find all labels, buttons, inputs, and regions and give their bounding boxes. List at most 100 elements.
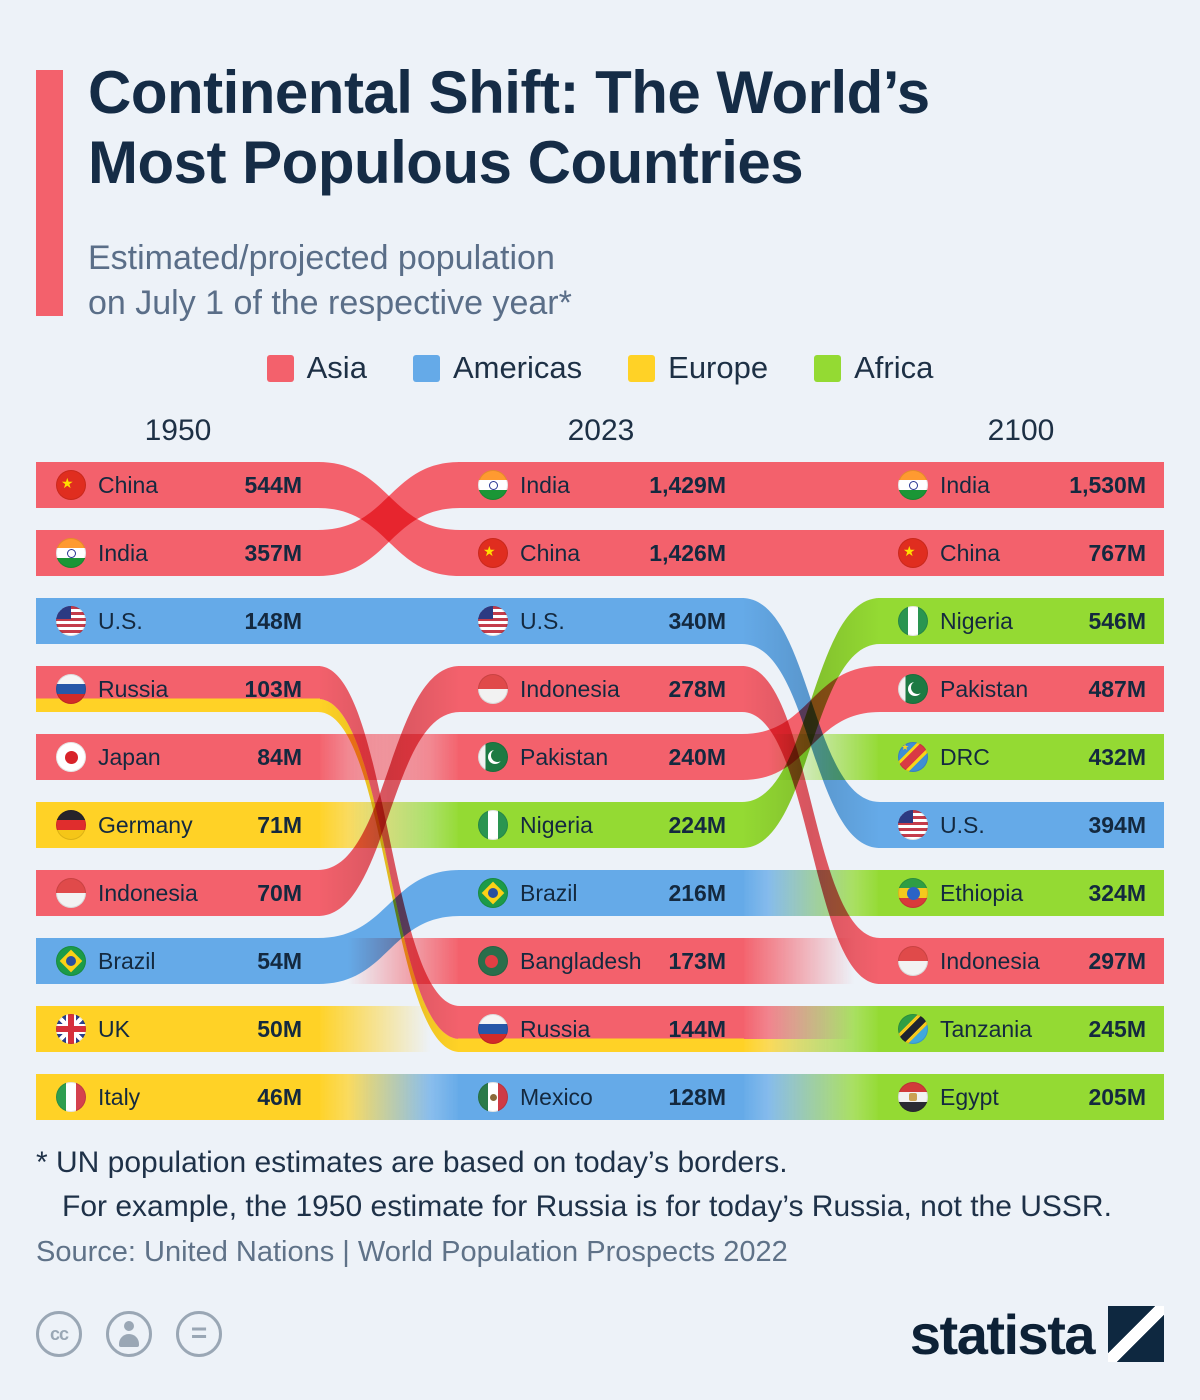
country-label: Pakistan [940, 675, 1029, 702]
country-label: Indonesia [520, 675, 620, 702]
country-node: U.S. 394M [878, 802, 1164, 848]
subtitle: Estimated/projected population on July 1 … [88, 236, 572, 326]
cc-letters: cc [49, 1323, 69, 1344]
flag-russia-icon [56, 674, 86, 704]
statista-logo-text[interactable]: statista [909, 1302, 1096, 1366]
title-accent-bar [36, 70, 63, 316]
column-year-2023: 2023 [567, 414, 635, 447]
population-value: 340M [668, 607, 726, 634]
country-label: Italy [98, 1083, 141, 1110]
country-label: UK [98, 1015, 130, 1042]
legend-item-europe: Europe [628, 350, 768, 386]
country-label: Pakistan [520, 743, 609, 770]
population-value: 1,429M [649, 471, 726, 498]
country-node: Italy 46M [36, 1074, 320, 1120]
country-node: Mexico 128M [458, 1074, 744, 1120]
country-node: Indonesia 297M [878, 938, 1164, 984]
flag-tanzania-icon [898, 1014, 928, 1044]
population-value: 767M [1088, 539, 1146, 566]
flag-japan-icon [56, 742, 86, 772]
country-node: India 357M [36, 530, 320, 576]
americas-color-swatch [412, 354, 440, 382]
country-node: China 544M [36, 462, 320, 508]
population-value: 1,530M [1069, 471, 1146, 498]
flag-us-icon [56, 606, 86, 636]
population-value: 1,426M [649, 539, 726, 566]
flag-indonesia-icon [478, 674, 508, 704]
population-value: 46M [257, 1083, 302, 1110]
country-node: U.S. 148M [36, 598, 320, 644]
flag-brazil-icon [478, 878, 508, 908]
country-node: Tanzania 245M [878, 1006, 1164, 1052]
flag-bangladesh-icon [478, 946, 508, 976]
population-value: 148M [244, 607, 302, 634]
legend-item-asia: Asia [266, 350, 367, 386]
column-year-2100: 2100 [987, 414, 1055, 447]
country-label: Tanzania [940, 1015, 1033, 1042]
country-node: Ethiopia 324M [878, 870, 1164, 916]
flag-italy-icon [56, 1082, 86, 1112]
country-label: U.S. [940, 811, 985, 838]
equals-glyph: = [190, 1316, 208, 1348]
population-value: 71M [257, 811, 302, 838]
population-value: 144M [668, 1015, 726, 1042]
country-node: Japan 84M [36, 734, 320, 780]
population-value: 224M [668, 811, 726, 838]
country-node: U.S. 340M [458, 598, 744, 644]
creative-commons-icon[interactable]: cc [36, 1311, 82, 1357]
column-year-1950: 1950 [144, 414, 212, 447]
title-line2: Most Populous Countries [88, 129, 804, 197]
country-label: India [520, 471, 570, 498]
footer-row: cc = statista [36, 1300, 1164, 1368]
no-derivatives-icon[interactable]: = [176, 1311, 222, 1357]
population-value: 216M [668, 879, 726, 906]
country-label: Mexico [520, 1083, 593, 1110]
country-label: Ethiopia [940, 879, 1024, 906]
source-line: Source: United Nations | World Populatio… [36, 1236, 788, 1268]
flag-brazil-icon [56, 946, 86, 976]
population-value: 205M [1088, 1083, 1146, 1110]
country-node: Nigeria 546M [878, 598, 1164, 644]
page-title: Continental Shift: The World’s Most Popul… [88, 58, 930, 198]
population-value: 324M [1088, 879, 1146, 906]
legend-label-africa: Africa [854, 350, 934, 385]
population-value: 50M [257, 1015, 302, 1042]
country-node: DRC 432M [878, 734, 1164, 780]
country-node: Pakistan 240M [458, 734, 744, 780]
country-node: India 1,530M [878, 462, 1164, 508]
license-icons: cc = [36, 1311, 222, 1357]
population-value: 245M [1088, 1015, 1146, 1042]
flag-india-icon [56, 538, 86, 568]
population-value: 546M [1088, 607, 1146, 634]
country-label: Nigeria [940, 607, 1013, 634]
country-node: Indonesia 70M [36, 870, 320, 916]
country-label: Japan [98, 743, 161, 770]
flag-nigeria-icon [898, 606, 928, 636]
population-value: 84M [257, 743, 302, 770]
attribution-person-icon[interactable] [106, 1311, 152, 1357]
country-label: Russia [98, 675, 169, 702]
legend-label-europe: Europe [668, 350, 769, 385]
country-label: Russia [520, 1015, 591, 1042]
country-label: China [940, 539, 1001, 566]
statista-branding[interactable]: statista [910, 1302, 1164, 1367]
country-node: Brazil 54M [36, 938, 320, 984]
flag-indonesia-icon [56, 878, 86, 908]
country-node: Russia 103M [36, 666, 320, 712]
country-node: Pakistan 487M [878, 666, 1164, 712]
flag-uk-icon [56, 1014, 86, 1044]
flag-nigeria-icon [478, 810, 508, 840]
footnote-line2: For example, the 1950 estimate for Russi… [62, 1190, 1112, 1223]
country-label: DRC [940, 743, 990, 770]
europe-color-swatch [628, 354, 656, 382]
country-label: U.S. [520, 607, 565, 634]
country-node: Nigeria 224M [458, 802, 744, 848]
statista-logo-mark[interactable] [1108, 1306, 1164, 1362]
country-label: Egypt [940, 1083, 999, 1110]
population-value: 394M [1088, 811, 1146, 838]
country-node: Russia 144M [458, 1006, 744, 1052]
country-label: Germany [98, 811, 193, 838]
country-node: India 1,429M [458, 462, 744, 508]
